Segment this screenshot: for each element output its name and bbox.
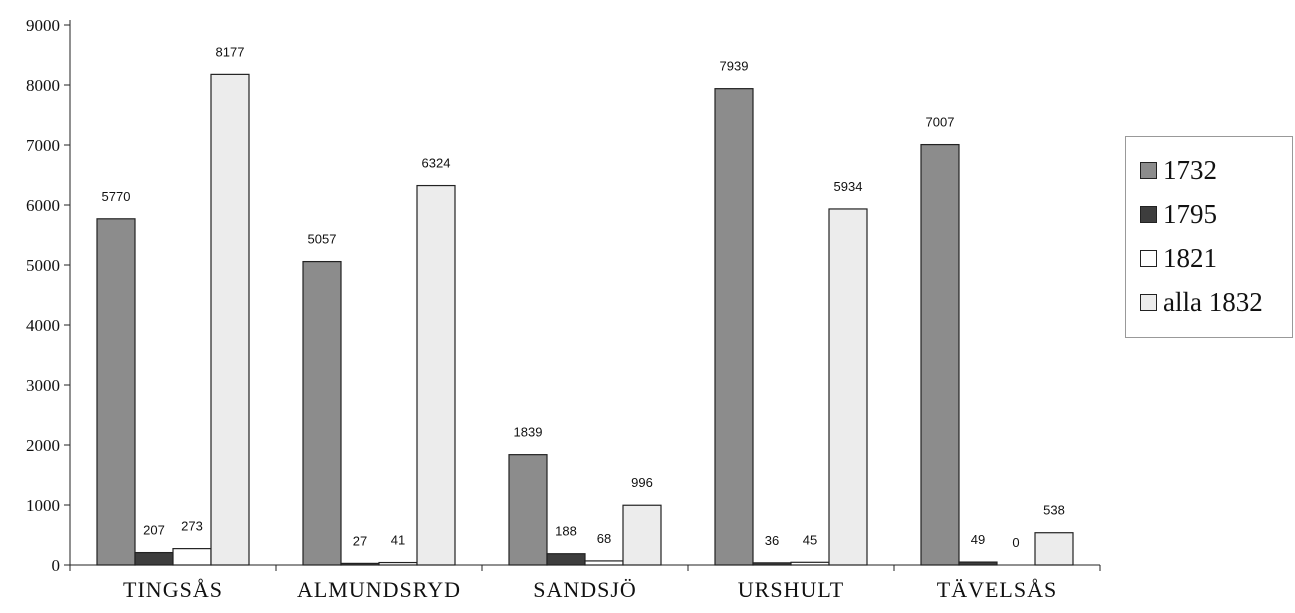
legend-swatch-1821: [1140, 249, 1157, 267]
x-tick-label-urshult: URSHULT: [738, 577, 844, 602]
legend-item-alla-1832: alla 1832: [1140, 287, 1263, 317]
x-tick-label-almundsryd: ALMUNDSRYD: [297, 577, 461, 602]
bar-sandsjö-1732: [508, 454, 548, 566]
bar-almundsryd-alla-1832: [416, 184, 456, 566]
bar-sandsjö-1821: [584, 560, 624, 566]
legend-item-1821: 1821: [1140, 243, 1217, 273]
bar-tävelsås-1732: [920, 143, 960, 566]
legend-swatch-alla-1832: [1140, 293, 1157, 311]
y-tick-label-6000: 6000: [26, 196, 60, 215]
data-label-urshult-alla-1832: 5934: [834, 179, 863, 194]
bar-tingsås-alla-1832: [210, 73, 250, 566]
y-tick-label-2000: 2000: [26, 436, 60, 455]
y-tick-label-0: 0: [52, 556, 61, 575]
y-tick-label-7000: 7000: [26, 136, 60, 155]
x-tick-label-tingsås: TINGSÅS: [123, 577, 223, 602]
data-label-sandsjö-1795: 188: [555, 524, 577, 539]
data-label-sandsjö-1732: 1839: [514, 425, 543, 440]
legend-label-1821: 1821: [1163, 242, 1217, 273]
y-tick-label-8000: 8000: [26, 76, 60, 95]
data-label-tävelsås-1732: 7007: [926, 115, 955, 130]
legend-swatch-1732: [1140, 161, 1157, 179]
y-tick-label-3000: 3000: [26, 376, 60, 395]
data-label-tingsås-1732: 5770: [102, 189, 131, 204]
y-tick-label-4000: 4000: [26, 316, 60, 335]
legend-label-1732: 1732: [1163, 154, 1217, 185]
legend-label-alla-1832: alla 1832: [1163, 286, 1263, 317]
data-label-tävelsås-alla-1832: 538: [1043, 503, 1065, 518]
bar-tingsås-1732: [96, 218, 136, 566]
x-axis-ticks: TINGSÅS ALMUNDSRYD SANDSJÖ URSHULT TÄVELSÅS: [69, 565, 1101, 602]
bar-urshult-1732: [714, 88, 754, 566]
data-label-urshult-1795: 36: [765, 533, 779, 548]
legend: 1732 1795 1821 alla 1832: [1125, 136, 1293, 338]
bar-urshult-alla-1832: [828, 208, 868, 566]
y-axis-ticks: 0 1000 2000 3000 4000 5000 6000 7000 8000 9000: [26, 16, 70, 575]
bar-tävelsås-alla-1832: [1034, 532, 1074, 566]
bar-tingsås-1821: [172, 548, 212, 566]
bar-urshult-1821: [790, 561, 830, 566]
bar-almundsryd-1795: [340, 562, 380, 566]
bar-tävelsås-1795: [958, 561, 998, 566]
bar-sandsjö-1795: [546, 553, 586, 566]
data-label-almundsryd-1821: 41: [391, 533, 405, 548]
data-label-almundsryd-1795: 27: [353, 533, 367, 548]
bar-almundsryd-1732: [302, 260, 342, 566]
data-label-sandsjö-1821: 68: [597, 531, 611, 546]
bar-almundsryd-1821: [378, 561, 418, 566]
data-label-urshult-1732: 7939: [720, 59, 749, 74]
data-label-tingsås-1795: 207: [143, 523, 165, 538]
legend-label-1795: 1795: [1163, 198, 1217, 229]
y-tick-label-9000: 9000: [26, 16, 60, 35]
bar-tingsås-1795: [134, 551, 174, 566]
y-tick-label-5000: 5000: [26, 256, 60, 275]
data-label-tävelsås-1821: 0: [1012, 535, 1019, 550]
data-label-tingsås-1821: 273: [181, 519, 203, 534]
legend-swatch-1795: [1140, 205, 1157, 223]
data-label-sandsjö-alla-1832: 996: [631, 475, 653, 490]
legend-item-1795: 1795: [1140, 199, 1217, 229]
data-labels-group: 5770 207 273 8177 5057 27 41 6324 1839 188 68 996 79…: [102, 44, 1065, 550]
bars-group: [96, 73, 1074, 566]
data-label-urshult-1821: 45: [803, 532, 817, 547]
legend-item-1732: 1732: [1140, 155, 1217, 185]
x-tick-label-sandsjö: SANDSJÖ: [533, 577, 637, 602]
data-label-almundsryd-1732: 5057: [308, 232, 337, 247]
y-tick-label-1000: 1000: [26, 496, 60, 515]
bar-sandsjö-alla-1832: [622, 504, 662, 566]
data-label-almundsryd-alla-1832: 6324: [422, 156, 451, 171]
bar-urshult-1795: [752, 562, 792, 566]
data-label-tävelsås-1795: 49: [971, 532, 985, 547]
data-label-tingsås-alla-1832: 8177: [216, 44, 245, 59]
x-tick-label-tävelsås: TÄVELSÅS: [937, 577, 1057, 602]
